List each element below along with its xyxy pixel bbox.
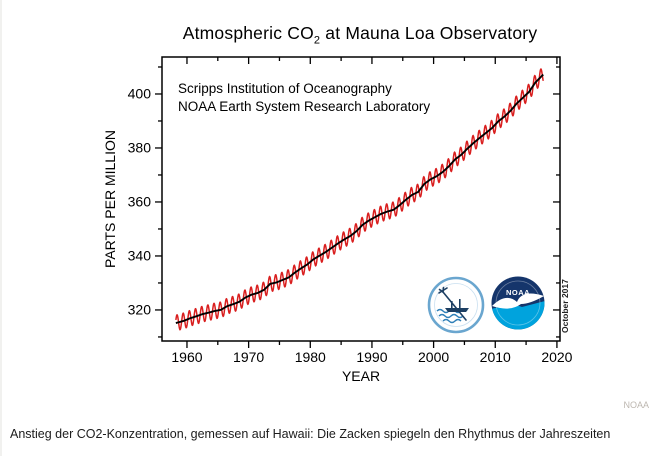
- scripps-logo-icon: [427, 276, 485, 334]
- annotation-scripps: Scripps Institution of Oceanography: [178, 81, 392, 96]
- x-axis-label: YEAR: [342, 368, 380, 384]
- chart-title: Atmospheric CO2 at Mauna Loa Observatory: [50, 23, 670, 47]
- date-note: October 2017: [560, 279, 570, 333]
- chart-title-pre: Atmospheric CO: [182, 23, 314, 43]
- x-axis-tick-label: 2020: [541, 349, 572, 365]
- x-axis-tick-label: 1960: [171, 349, 202, 365]
- y-axis-tick-label: 320: [128, 301, 152, 317]
- image-credit: NOAA: [623, 400, 649, 410]
- chart-title-post: at Mauna Loa Observatory: [320, 23, 538, 43]
- y-axis-tick-label: 360: [128, 193, 152, 209]
- x-axis-tick-label: 2000: [418, 349, 449, 365]
- co2-keeling-curve-chart: 1960 1970 1980 1990 2000 2010 2020 320 340 360 380…: [102, 56, 573, 384]
- noaa-logo-icon: NOAA: [491, 276, 545, 330]
- noaa-logo-text: NOAA: [506, 288, 530, 297]
- x-axis-tick-label: 1970: [233, 349, 264, 365]
- plot-frame: [161, 56, 561, 342]
- y-axis-label: PARTS PER MILLION: [102, 130, 118, 268]
- trend-co2-line: [175, 73, 544, 324]
- y-axis-tick-label: 380: [128, 139, 152, 155]
- x-axis-tick-label: 1990: [356, 349, 387, 365]
- y-axis-tick-label: 340: [128, 247, 152, 263]
- x-axis-tick-label: 2010: [480, 349, 511, 365]
- annotation-noaa: NOAA Earth System Research Laboratory: [178, 99, 430, 114]
- y-axis-tick-label: 400: [128, 85, 152, 101]
- figure-caption: Anstieg der CO2-Konzentration, gemessen …: [10, 427, 611, 441]
- chart-title-subscript: 2: [313, 34, 321, 47]
- x-axis-tick-label: 1980: [295, 349, 326, 365]
